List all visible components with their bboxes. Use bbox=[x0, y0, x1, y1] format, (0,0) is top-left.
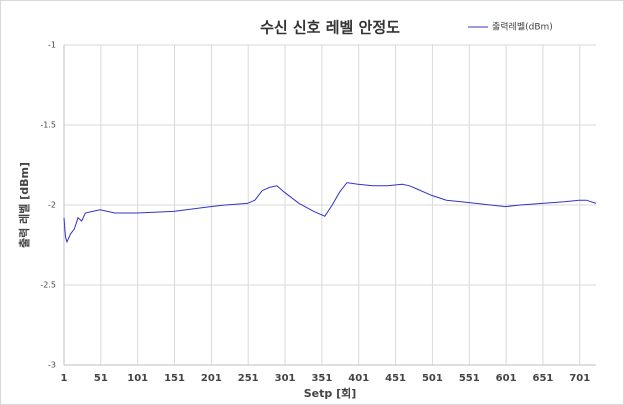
y-tick-label: -1 bbox=[48, 41, 56, 50]
x-tick-label: 251 bbox=[238, 373, 259, 384]
y-tick-label: -3 bbox=[48, 361, 56, 370]
x-tick-label: 601 bbox=[496, 373, 517, 384]
x-axis-label: Setp [회] bbox=[304, 386, 357, 400]
x-tick-label: 1 bbox=[61, 373, 68, 384]
x-tick-label: 201 bbox=[201, 373, 222, 384]
legend-label: 출력레벨(dBm) bbox=[492, 21, 553, 33]
x-tick-label: 701 bbox=[569, 373, 590, 384]
x-tick-label: 451 bbox=[385, 373, 406, 384]
y-tick-label: -1.5 bbox=[40, 121, 56, 130]
x-tick-label: 651 bbox=[533, 373, 554, 384]
chart-title: 수신 신호 레벨 안정도 bbox=[260, 19, 400, 37]
x-tick-label: 551 bbox=[459, 373, 480, 384]
data-line bbox=[63, 182, 597, 244]
y-tick-label: -2 bbox=[48, 201, 56, 210]
y-tick-label: -2.5 bbox=[40, 281, 56, 290]
x-tick-label: 51 bbox=[94, 373, 108, 384]
x-tick-label: 151 bbox=[164, 373, 185, 384]
x-tick-label: 301 bbox=[275, 373, 296, 384]
x-tick-label: 401 bbox=[348, 373, 369, 384]
x-tick-label: 501 bbox=[422, 373, 443, 384]
x-tick-label: 351 bbox=[311, 373, 332, 384]
x-tick-label: 101 bbox=[127, 373, 148, 384]
y-axis-label: 출력 레벨 [dBm] bbox=[17, 162, 31, 248]
